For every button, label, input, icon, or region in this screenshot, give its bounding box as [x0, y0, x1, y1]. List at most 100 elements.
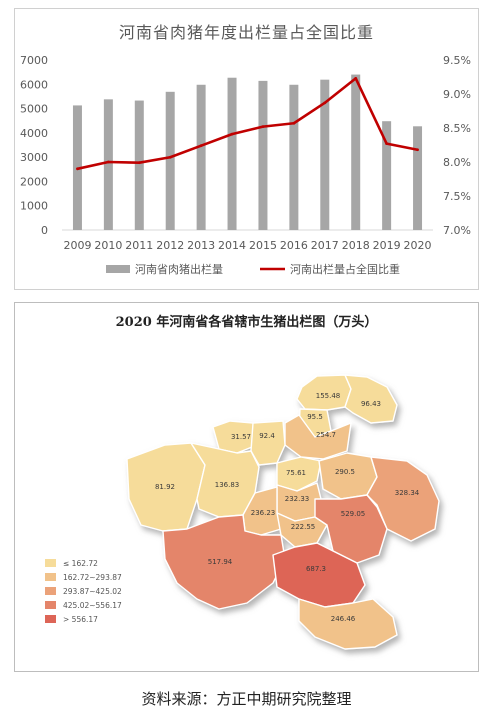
x-tick-label: 2017 [311, 239, 339, 252]
region-value-label: 95.5 [307, 413, 323, 421]
line-point [230, 132, 234, 136]
x-tick-label: 2020 [404, 239, 432, 252]
bar [227, 77, 237, 230]
map-legend-label: 425.02~556.17 [63, 601, 122, 610]
legend-bar-swatch [106, 265, 130, 273]
x-tick-label: 2018 [342, 239, 370, 252]
y-right-tick-label: 9.0% [443, 88, 471, 101]
bar [196, 84, 206, 231]
map-region [276, 512, 328, 548]
map-region [272, 542, 366, 608]
region-value-label: 81.92 [155, 483, 175, 491]
region-value-label: 290.5 [335, 468, 355, 476]
legend-line-label: 河南出栏量占全国比重 [290, 262, 400, 276]
map-legend-label: 162.72~293.87 [63, 573, 122, 582]
x-tick-label: 2014 [218, 239, 246, 252]
region-value-label: 254.7 [316, 431, 336, 439]
y-right-tick-label: 8.5% [443, 122, 471, 135]
y-left-tick-label: 0 [41, 224, 48, 237]
line-point [261, 125, 265, 129]
region-value-label: 222.55 [291, 523, 316, 531]
region-value-label: 155.48 [316, 392, 341, 400]
chart-legend: 河南省肉猪出栏量 河南出栏量占全国比重 [106, 262, 400, 276]
y-right-tick-label: 9.5% [443, 54, 471, 67]
legend-bar-label: 河南省肉猪出栏量 [135, 262, 223, 276]
bar [258, 80, 268, 230]
line-point [76, 167, 79, 171]
combo-chart-panel: 河南省肉猪年度出栏量占全国比重 0 1000 2000 3000 4000 5000 600… [14, 8, 479, 290]
region-value-label: 96.43 [361, 400, 381, 408]
henan-map [126, 374, 440, 650]
region-value-label: 517.94 [208, 558, 233, 566]
map-legend: ≤ 162.72 162.72~293.87 293.87~425.02 425.02… [45, 559, 122, 624]
map-legend-swatch [45, 601, 56, 609]
line-point [106, 160, 110, 164]
region-value-label: 92.4 [259, 432, 275, 440]
bar [165, 91, 175, 230]
region-value-label: 31.57 [231, 433, 251, 441]
line-point [323, 101, 327, 105]
bar [103, 99, 113, 230]
y-left-tick-label: 1000 [20, 200, 48, 213]
region-value-label: 136.83 [215, 481, 240, 489]
map-panel: 2020 年河南省各省辖市生猪出栏图（万头） 155.48 95.5 96.43 25… [14, 302, 479, 672]
y-left-tick-label: 3000 [20, 151, 48, 164]
x-tick-label: 2016 [280, 239, 308, 252]
map-legend-label: > 556.17 [63, 615, 98, 624]
map-legend-swatch [45, 615, 56, 623]
map-region [298, 598, 398, 650]
chart-title: 河南省肉猪年度出栏量占全国比重 [118, 23, 374, 42]
map-legend-label: 293.87~425.02 [63, 587, 122, 596]
map-region [284, 414, 352, 460]
line-point [354, 76, 358, 80]
line-point [168, 155, 172, 159]
region-value-label: 529.05 [341, 510, 366, 518]
region-value-label: 236.23 [251, 509, 276, 517]
region-value-label: 687.3 [306, 565, 326, 573]
map-region [366, 456, 440, 542]
line-point [137, 161, 141, 165]
line-point [292, 121, 296, 125]
combo-chart-svg: 0 1000 2000 3000 4000 5000 6000 7000 7.0% 7.5% 8.0… [20, 54, 471, 276]
x-tick-label: 2012 [156, 239, 184, 252]
map-legend-label: ≤ 162.72 [63, 559, 98, 568]
map-legend-swatch [45, 573, 56, 581]
x-tick-label: 2019 [373, 239, 401, 252]
map-legend-swatch [45, 587, 56, 595]
bar [382, 121, 392, 230]
line-point [199, 144, 203, 148]
source-note: 资料来源：方正中期研究院整理 [141, 690, 352, 708]
y-right-tick-label: 7.0% [443, 224, 471, 237]
bar [134, 100, 144, 230]
bar [289, 84, 299, 231]
bar [351, 74, 361, 230]
y-left-tick-label: 2000 [20, 175, 48, 188]
bar [413, 126, 423, 230]
map-region [314, 494, 388, 564]
y-left-tick-label: 4000 [20, 127, 48, 140]
region-value-label: 328.34 [395, 489, 420, 497]
x-tick-label: 2009 [63, 239, 91, 252]
y-left-tick-label: 5000 [20, 103, 48, 116]
line-point [385, 142, 389, 146]
region-value-label: 232.33 [285, 495, 310, 503]
x-tick-label: 2010 [94, 239, 122, 252]
region-value-label: 246.46 [331, 615, 356, 623]
map-legend-swatch [45, 559, 56, 567]
line-point [416, 148, 419, 152]
y-left-tick-label: 7000 [20, 54, 48, 67]
x-tick-label: 2011 [125, 239, 153, 252]
y-right-tick-label: 8.0% [443, 156, 471, 169]
x-tick-label: 2013 [187, 239, 215, 252]
map-region [126, 442, 206, 532]
y-left-tick-label: 6000 [20, 78, 48, 91]
x-tick-label: 2015 [249, 239, 277, 252]
region-value-label: 75.61 [286, 469, 306, 477]
y-right-tick-label: 7.5% [443, 190, 471, 203]
map-region [344, 374, 398, 424]
ratio-line [77, 77, 418, 171]
map-title: 2020 年河南省各省辖市生猪出栏图（万头） [115, 315, 378, 330]
map-region [250, 420, 286, 466]
bar [320, 79, 330, 231]
map-svg: 155.48 95.5 96.43 254.7 31.57 92.4 75.61 290.5 8… [45, 374, 440, 650]
